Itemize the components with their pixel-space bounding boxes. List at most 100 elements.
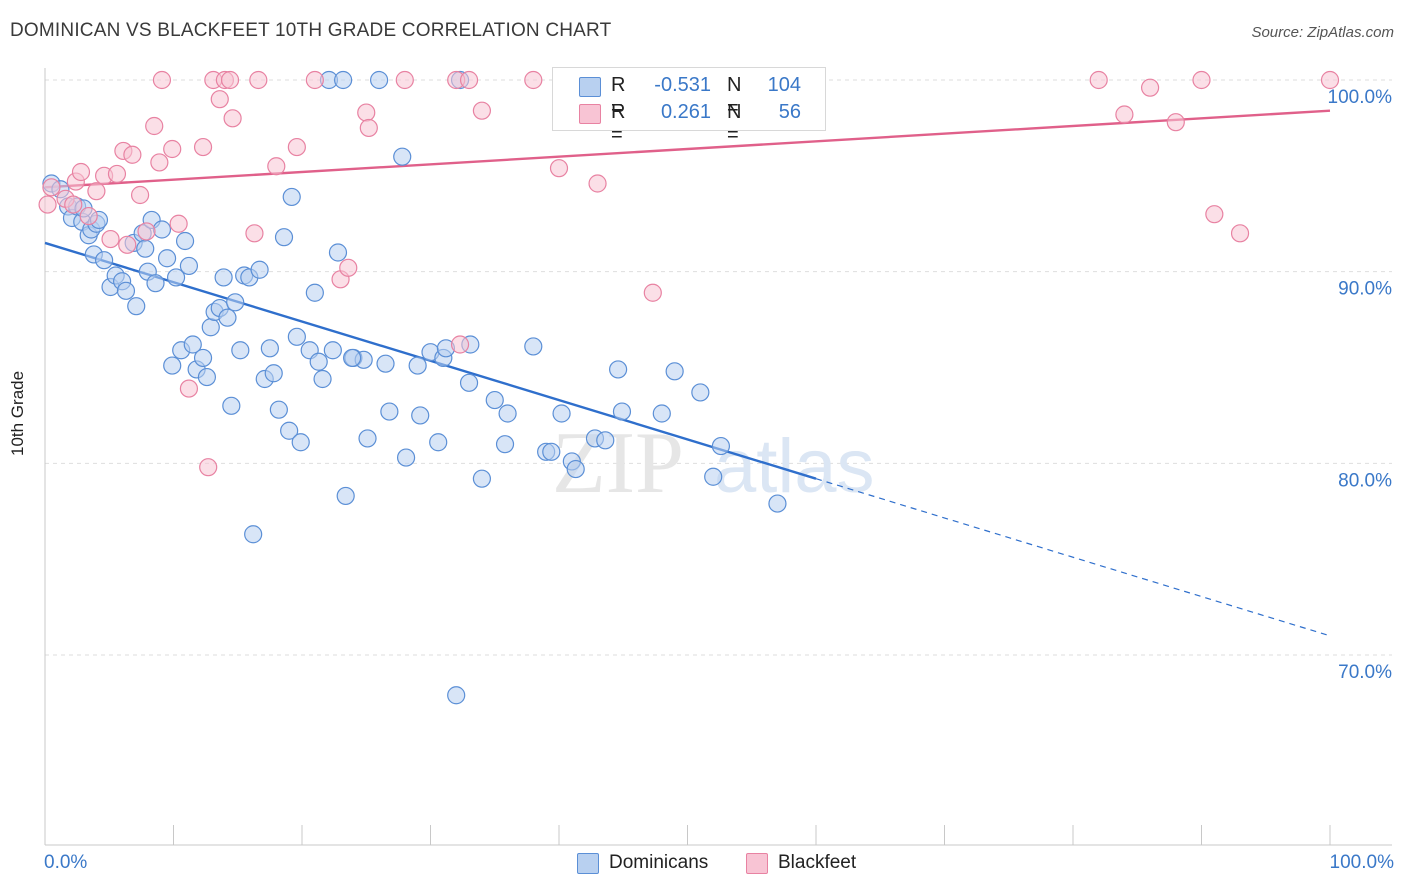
y-tick-labels: 100.0% 90.0% 80.0% 70.0% — [1328, 87, 1393, 683]
series-legend: Dominicans Blackfeet — [0, 852, 1406, 878]
blackfeet-point — [1089, 70, 1108, 90]
blackfeet-point — [1205, 205, 1224, 224]
dominicans-point — [214, 268, 233, 287]
dominicans-legend-swatch — [577, 853, 599, 874]
dominicans-point — [495, 435, 515, 454]
series-dominicans — [42, 70, 787, 705]
dominicans-point — [328, 243, 348, 262]
dominicans-point — [485, 390, 504, 410]
dominicans-point — [609, 360, 628, 379]
blackfeet-point — [1140, 78, 1160, 97]
blackfeet-legend-swatch — [746, 853, 768, 874]
dominicans-point — [370, 70, 389, 90]
dominicans-point — [282, 187, 301, 207]
dominicans-point — [343, 348, 362, 368]
dominicans-point — [166, 268, 186, 287]
blackfeet-point — [145, 116, 164, 136]
dominicans-point — [222, 396, 241, 415]
dominicans-point — [280, 421, 299, 440]
r-label: R = — [611, 74, 626, 119]
dominicans-point — [264, 364, 283, 383]
data-points — [38, 70, 1340, 705]
dominicans-point — [393, 147, 412, 166]
blackfeet-point — [1320, 70, 1340, 90]
dominicans-swatch — [579, 77, 601, 97]
y-tick-label: 100.0% — [1328, 87, 1393, 108]
blackfeet-point — [395, 70, 414, 90]
blackfeet-point — [245, 224, 264, 243]
n-label: N = — [727, 74, 742, 119]
dominicans-point — [163, 356, 182, 375]
dominicans-point — [193, 348, 213, 368]
dominicans-point — [226, 293, 245, 312]
dominicans-point — [116, 281, 136, 300]
blackfeet-point — [223, 109, 242, 128]
dominicans-legend-label: Dominicans — [609, 852, 709, 873]
blackfeet-point — [199, 458, 218, 477]
y-tick-label: 80.0% — [1338, 470, 1392, 491]
x-tick-max: 100.0% — [1329, 852, 1394, 873]
dominicans-point — [323, 341, 342, 360]
r-label: R = — [611, 101, 626, 146]
y-tick-label: 90.0% — [1338, 279, 1392, 300]
blackfeet-point — [357, 103, 376, 122]
dominicans-point — [201, 318, 220, 337]
blackfeet-point — [643, 283, 662, 302]
blackfeet-point — [71, 162, 91, 182]
blackfeet-point — [118, 235, 137, 254]
dominicans-point — [472, 469, 491, 488]
dominicans-point — [768, 494, 787, 513]
dominicans-point — [429, 433, 448, 452]
dominicans-point — [244, 525, 263, 544]
dominicans-point — [274, 228, 294, 247]
x-tick-min: 0.0% — [44, 852, 88, 873]
dominicans-point — [250, 260, 269, 279]
blackfeet-point — [163, 139, 182, 159]
blackfeet-point — [169, 214, 188, 233]
dominicans-point — [396, 448, 416, 467]
dominicans-point — [175, 231, 195, 251]
blackfeet-point — [137, 222, 156, 241]
blackfeet-point — [42, 178, 61, 197]
dominicans-point — [218, 308, 237, 327]
blackfeet-point — [87, 182, 106, 201]
y-tick-label: 70.0% — [1338, 662, 1392, 683]
blackfeet-swatch — [579, 104, 601, 124]
dominicans-point — [552, 404, 571, 423]
axes — [44, 68, 1392, 846]
dominicans-point — [691, 383, 710, 402]
dominicans-point — [459, 373, 479, 392]
blackfeet-point — [267, 157, 286, 176]
blackfeet-point — [152, 70, 172, 90]
blackfeet-r-value: 0.261 — [660, 101, 711, 123]
dominicans-point — [291, 433, 310, 452]
stats-legend: R = -0.531 N = 104 R = 0.261 N = 56 — [552, 67, 826, 146]
dominicans-point — [665, 362, 684, 381]
dominicans-point — [411, 406, 430, 425]
blackfeet-point — [472, 101, 491, 120]
dominicans-point — [711, 436, 731, 456]
dominicans-point — [231, 341, 250, 360]
dominicans-point — [127, 297, 146, 316]
dominicans-point — [197, 367, 217, 387]
dominicans-point — [704, 467, 723, 486]
blackfeet-point — [249, 70, 268, 90]
dominicans-point — [498, 404, 517, 423]
blackfeet-point — [130, 185, 150, 205]
blackfeet-point — [450, 335, 470, 354]
n-label: N = — [727, 101, 742, 146]
blackfeet-point — [459, 70, 479, 90]
source-credit: Source: ZipAtlas.com — [1251, 24, 1394, 41]
watermark-atlas: atlas — [714, 424, 875, 509]
dominicans-point — [136, 239, 155, 258]
dominicans-point — [408, 356, 427, 375]
dominicans-point — [152, 220, 172, 239]
blackfeet-point — [150, 153, 169, 172]
dominicans-point — [305, 283, 324, 302]
blackfeet-point — [1115, 105, 1134, 124]
blackfeet-point — [305, 70, 324, 90]
blackfeet-point — [101, 229, 120, 249]
dominicans-point — [447, 686, 466, 705]
dominicans-n-value: 104 — [767, 74, 801, 96]
blackfeet-point — [38, 195, 57, 214]
